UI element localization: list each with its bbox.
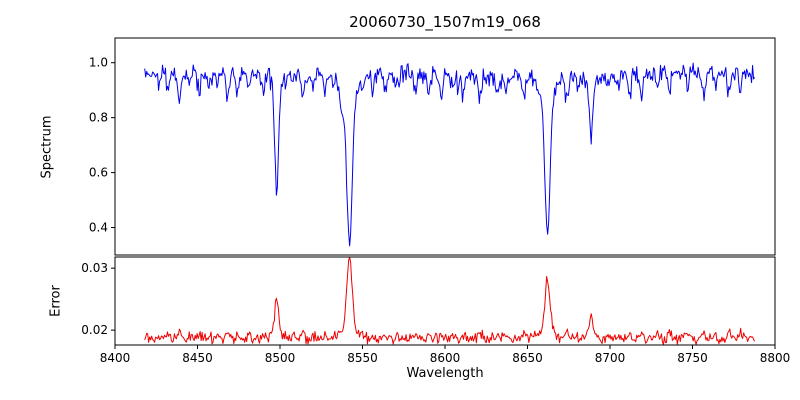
spectrum-line [144,62,755,247]
error-y-tick-label: 0.03 [81,261,108,275]
x-tick-label: 8650 [512,351,543,365]
error-panel-frame [114,256,776,346]
spectrum-y-tick-label: 1.0 [89,56,108,70]
x-tick-label: 8800 [760,351,791,365]
x-tick-label: 8600 [430,351,461,365]
spectrum-panel-frame [114,37,776,256]
error-line [144,256,755,345]
x-tick-label: 8500 [265,351,296,365]
x-tick-label: 8450 [182,351,213,365]
x-tick-label: 8550 [347,351,378,365]
spectrum-y-tick-label: 0.4 [89,221,108,235]
chart-title: 20060730_1507m19_068 [349,13,541,31]
spectrum-y-tick-label: 0.6 [89,166,108,180]
x-tick-label: 8750 [677,351,708,365]
error-y-tick-label: 0.02 [81,323,108,337]
x-axis-label: Wavelength [406,366,484,381]
x-tick-label: 8400 [100,351,131,365]
spectrum-y-tick-label: 0.8 [89,111,108,125]
x-tick-label: 8700 [595,351,626,365]
